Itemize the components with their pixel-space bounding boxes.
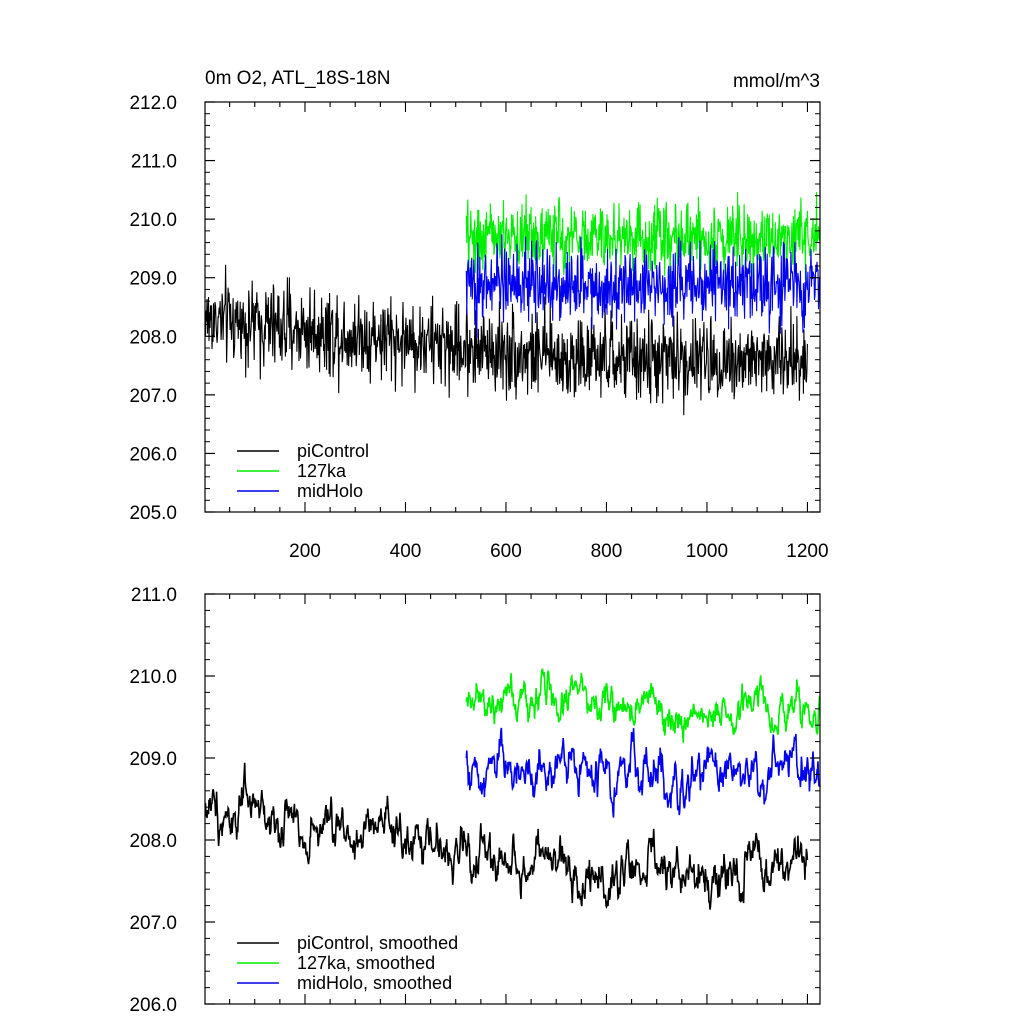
y-tick-label: 205.0: [129, 503, 177, 524]
series-group: [204, 191, 821, 416]
y-tick-label: 208.0: [129, 327, 177, 348]
x-tick-label: 600: [490, 541, 522, 562]
x-tick-label: 400: [390, 541, 422, 562]
series-line: [465, 234, 821, 339]
y-tick-label: 206.0: [129, 444, 177, 465]
legend-label: midHolo: [297, 481, 363, 501]
series-line: [465, 668, 821, 743]
plot-frame: [204, 593, 821, 1005]
panel-smoothed: 206.0 207.0 208.0 209.0 210.0 211.0 piControl…: [129, 585, 821, 1016]
y-tick-label: 211.0: [131, 152, 177, 173]
legend-label: 127ka: [297, 461, 347, 481]
y-tick-label: 209.0: [129, 749, 177, 770]
x-tick-label: 800: [591, 541, 623, 562]
y-tick-label: 207.0: [129, 913, 177, 934]
y-tick-label: 212.0: [129, 93, 177, 114]
series-group: [204, 668, 821, 910]
panel-raw: 0m O2, ATL_18S-18N mmol/m^3 205.0206.020…: [129, 68, 828, 562]
units-label: mmol/m^3: [733, 71, 820, 92]
y-tick-label: 210.0: [129, 667, 177, 688]
series-line: [204, 762, 809, 910]
y-tick-label: 210.0: [129, 210, 177, 231]
y-tick-label: 209.0: [129, 269, 177, 290]
y-tick-label: 206.0: [129, 995, 177, 1016]
axes: 205.0 206.0 207.0 208.0 209.0 210.0 211.0 212.0…: [129, 93, 828, 562]
series-line: [465, 727, 821, 818]
y-tick-label: 208.0: [129, 831, 177, 852]
chart-title: 0m O2, ATL_18S-18N: [205, 68, 391, 89]
y-tick-label: 211.0: [131, 585, 177, 606]
x-tick-label: 1000: [686, 541, 728, 562]
legend-label: 127ka, smoothed: [297, 953, 435, 973]
plot-frame: [204, 101, 821, 513]
x-tick-label: 1200: [786, 541, 828, 562]
axes: 206.0 207.0 208.0 209.0 210.0 211.0: [129, 585, 820, 1016]
x-tick-label: 200: [289, 541, 321, 562]
legend-label: piControl, smoothed: [297, 933, 458, 953]
legend-label: piControl: [297, 441, 369, 461]
legend-label: midHolo, smoothed: [297, 973, 452, 993]
y-tick-label: 207.0: [129, 386, 177, 407]
series-line: [204, 264, 808, 416]
